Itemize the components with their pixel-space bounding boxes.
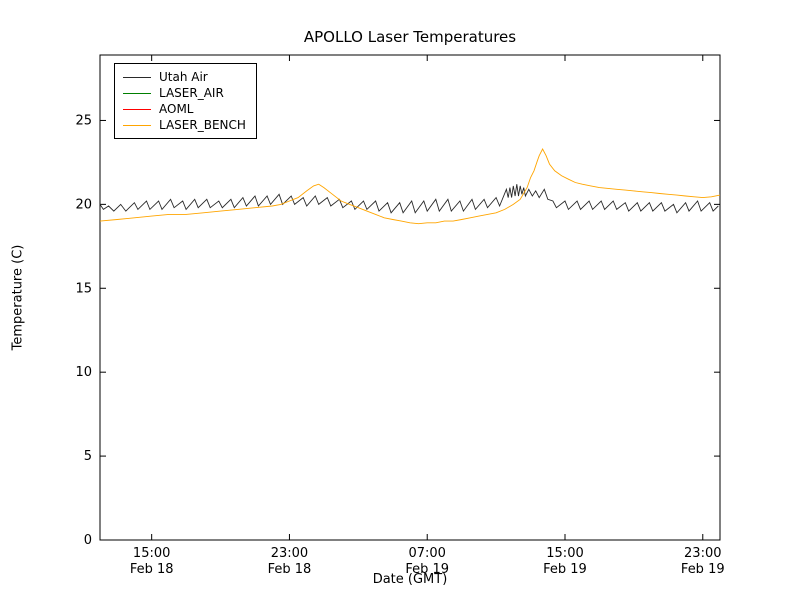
axes-frame [99,54,721,541]
y-tick-label: 25 [75,113,92,128]
legend-swatch [123,124,151,126]
legend-item: LASER_AIR [123,85,246,101]
legend: Utah Air LASER_AIR AOML LASER_BENCH [114,63,257,139]
chart-title: APOLLO Laser Temperatures [303,28,517,46]
x-tick-label-date: Feb 19 [543,562,587,577]
x-tick-label-time: 23:00 [271,546,308,561]
legend-swatch [123,92,151,94]
series-line-utah-air [99,184,719,214]
y-tick-label: 0 [84,533,92,548]
y-tick-label: 20 [75,197,92,212]
legend-swatch [123,108,151,110]
y-tick-label: 15 [75,281,92,296]
y-tick-label: 10 [75,365,92,380]
x-tick-label-date: Feb 18 [130,562,174,577]
x-tick-label-time: 07:00 [408,546,445,561]
legend-swatch [123,76,151,78]
legend-item: LASER_BENCH [123,117,246,133]
legend-item: AOML [123,101,246,117]
x-axis-label: Date (GMT) [372,572,448,587]
legend-label: AOML [159,102,194,116]
y-tick-label: 5 [84,449,92,464]
x-tick-label-date: Feb 19 [405,562,449,577]
x-tick-label-date: Feb 19 [681,562,725,577]
x-tick-label-time: 15:00 [546,546,583,561]
x-tick-label-date: Feb 18 [268,562,312,577]
x-tick-label-time: 15:00 [133,546,170,561]
legend-label: LASER_AIR [159,86,224,100]
legend-item: Utah Air [123,69,246,85]
legend-label: Utah Air [159,70,208,84]
x-tick-label-time: 23:00 [684,546,721,561]
series-line-laser-bench [99,148,721,225]
legend-label: LASER_BENCH [159,118,246,132]
